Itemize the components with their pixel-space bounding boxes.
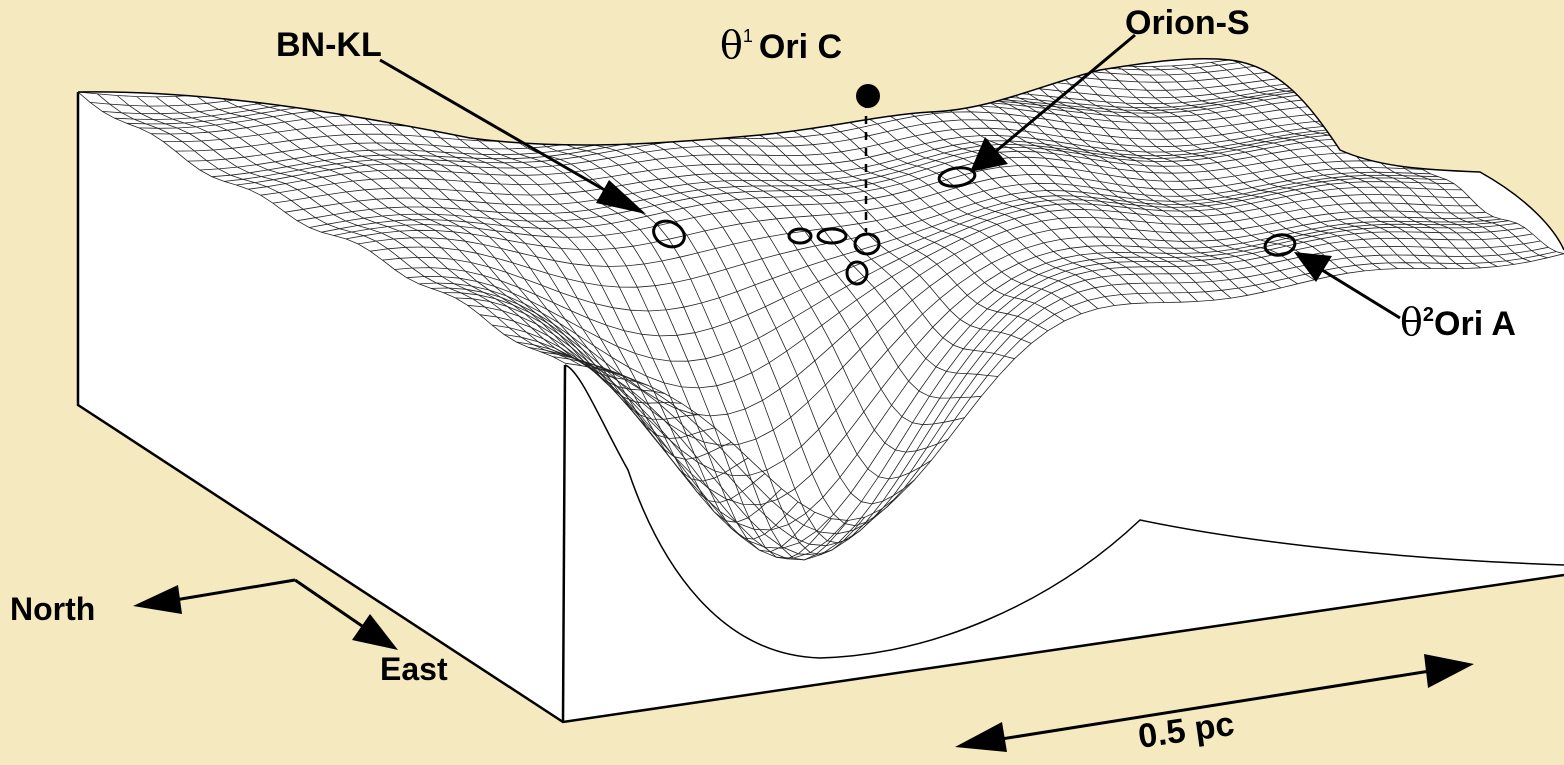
source-marker-1 — [787, 227, 813, 245]
mesh-line-v — [284, 133, 1384, 213]
theta1-symbol: θ — [720, 23, 743, 67]
north-arrowhead — [133, 585, 182, 614]
mesh-line-v — [418, 194, 1470, 389]
mesh-line-v — [272, 130, 1376, 204]
mesh-line-v — [260, 128, 1368, 196]
mesh-line-v — [333, 160, 1415, 238]
mesh-line-v — [357, 171, 1431, 267]
orion-s-label: Orion-S — [1125, 4, 1250, 42]
block-edges — [76, 92, 1564, 724]
mesh-line-v — [406, 186, 1463, 362]
mesh-line-v — [224, 111, 1345, 182]
theta1-superscript: 1 — [743, 26, 753, 46]
mesh-line-v — [455, 216, 1494, 477]
theta2-ori-a-arrow — [1294, 252, 1401, 320]
east-arrowhead — [352, 614, 398, 650]
mesh-line-v — [394, 181, 1455, 337]
surface-mesh — [78, 58, 1564, 561]
bn-kl-arrow — [379, 58, 646, 214]
mesh-line-v — [431, 202, 1478, 417]
mesh-line-v — [370, 174, 1439, 288]
surface-outline — [77, 58, 1564, 659]
mesh-line-v — [504, 227, 1525, 559]
theta2-symbol: θ — [1400, 300, 1423, 344]
east-axis — [294, 578, 366, 630]
source-marker-3 — [853, 232, 881, 256]
theta1-ori-c-label: θ1 Ori C — [720, 23, 842, 67]
theta1-ori-c-star — [856, 84, 880, 108]
north-axis — [174, 578, 296, 602]
mesh-line-v — [345, 167, 1423, 251]
theta1-name: Ori C — [759, 28, 842, 66]
mesh-line-v — [516, 233, 1533, 561]
orion-s-marker — [937, 166, 977, 188]
mesh-line-v — [236, 119, 1353, 186]
mesh-line-v — [248, 124, 1360, 190]
source-marker-2 — [816, 227, 848, 245]
source-markers — [652, 166, 1297, 286]
mesh-line-v — [321, 152, 1408, 233]
theta2-ori-a-label: θ2Ori A — [1400, 300, 1516, 344]
scale-bar — [955, 654, 1474, 752]
pointer-arrows — [379, 33, 1401, 320]
mesh-line-v — [297, 137, 1392, 222]
theta2-name: Ori A — [1434, 305, 1516, 343]
bn-kl-marker — [652, 219, 686, 249]
theta2-ori-a-marker — [1263, 233, 1297, 257]
mesh-line-v — [528, 240, 1541, 556]
orion-s-arrow — [970, 33, 1136, 172]
mesh-line-v — [552, 251, 1557, 535]
mesh-line-v — [564, 253, 1564, 521]
compass — [133, 578, 398, 650]
mesh-line-v — [309, 144, 1400, 228]
source-marker-4 — [845, 260, 869, 286]
mesh-line-v — [491, 222, 1517, 549]
mesh-line-v — [467, 218, 1502, 506]
bn-kl-label: BN-KL — [276, 26, 382, 64]
north-label: North — [10, 591, 95, 627]
mesh-line-v — [479, 220, 1510, 531]
theta2-superscript: 2 — [1423, 304, 1434, 326]
mesh-line-v — [382, 177, 1447, 312]
east-label: East — [380, 651, 448, 687]
mesh-line-v — [540, 246, 1549, 547]
